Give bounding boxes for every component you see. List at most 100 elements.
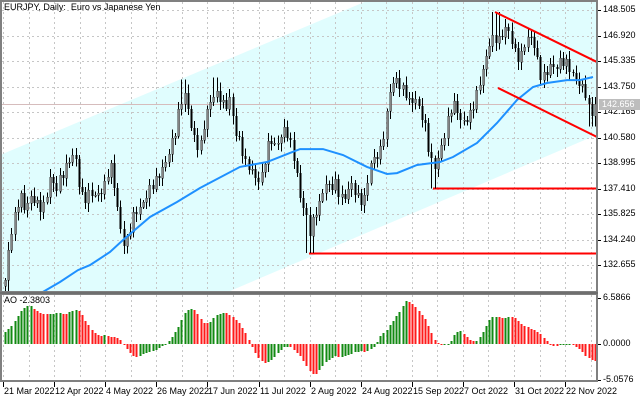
ao-bar-up	[453, 335, 456, 344]
candle-bear	[344, 194, 347, 199]
candle-bear	[507, 27, 510, 31]
candle-bull	[475, 89, 478, 110]
candle-bear	[84, 192, 87, 203]
price-axis-label: 142.165	[603, 106, 636, 116]
candle-bull	[251, 168, 254, 171]
candle-bear	[232, 97, 235, 116]
ao-bar-down	[572, 344, 575, 345]
ao-bar-up	[52, 314, 55, 344]
candle-bull	[273, 142, 276, 145]
candle-bear	[235, 116, 238, 136]
candle-bull	[402, 84, 405, 90]
ao-bar-down	[472, 341, 475, 344]
ao-bar-up	[379, 336, 382, 344]
ao-bar-down	[418, 311, 421, 344]
moving-average-line[interactable]	[42, 76, 594, 292]
ao-bar-up	[280, 344, 283, 350]
ao-indicator-panel[interactable]	[3, 295, 597, 381]
candle-bull	[110, 162, 113, 178]
candle-bull	[334, 178, 337, 191]
ao-bar-down	[501, 318, 504, 344]
candle-bull	[389, 91, 392, 112]
ao-bar-up	[184, 313, 187, 344]
candle-bull	[36, 199, 39, 204]
ao-bar-up	[139, 344, 142, 356]
ao-bar-down	[232, 317, 235, 344]
ao-bar-up	[209, 322, 212, 344]
ao-bar-up	[443, 344, 446, 345]
candle-bull	[469, 109, 472, 123]
ao-bar-down	[254, 344, 257, 353]
time-axis-label: 15 Sep 2022	[413, 386, 465, 396]
time-axis-label: 22 Nov 2022	[566, 386, 618, 396]
ao-bar-down	[91, 330, 94, 344]
candle-bear	[190, 109, 193, 128]
candle-bull	[520, 50, 523, 63]
ao-bar-down	[337, 344, 340, 357]
candle-bear	[302, 198, 305, 208]
candle-bull	[222, 99, 225, 103]
candle-bear	[556, 67, 559, 69]
candle-bear	[78, 159, 81, 187]
regression-channel[interactable]	[0, 0, 597, 389]
candle-bull	[437, 157, 440, 170]
candle-bear	[376, 157, 379, 159]
ao-bar-up	[155, 344, 158, 350]
ao-bar-up	[559, 344, 562, 345]
candle-bear	[219, 91, 222, 102]
candle-bull	[341, 193, 344, 198]
ao-bar-down	[424, 319, 427, 344]
panel-separator[interactable]	[0, 292, 598, 294]
ao-bar-up	[456, 332, 459, 344]
price-axis-label: 143.750	[603, 81, 636, 91]
price-chart-panel[interactable]	[0, 0, 597, 389]
candle-bear	[328, 184, 331, 185]
candle-bull	[65, 162, 68, 179]
ao-bar-up	[4, 332, 7, 344]
candle-bull	[68, 161, 71, 164]
candle-bull	[20, 192, 23, 208]
ao-bar-up	[562, 344, 565, 345]
candle-bear	[536, 48, 539, 57]
candle-bull	[366, 182, 369, 196]
ao-bar-down	[113, 337, 116, 344]
candle-bull	[180, 103, 183, 110]
candle-bear	[562, 58, 565, 66]
ao-bar-down	[411, 304, 414, 344]
candle-bear	[584, 84, 587, 98]
ao-bar-down	[129, 344, 132, 353]
candle-bull	[315, 214, 318, 218]
falling-channel-lower-trendline[interactable]	[497, 87, 597, 138]
ao-bar-up	[68, 312, 71, 344]
candle-bear	[331, 184, 334, 190]
candle-bear	[466, 120, 469, 122]
candle-bull	[206, 108, 209, 130]
ao-bar-down	[123, 344, 126, 345]
candle-bull	[504, 26, 507, 38]
ao-bar-up	[23, 308, 26, 344]
price-axis-label: 132.655	[603, 259, 636, 269]
candle-bull	[161, 166, 164, 179]
candle-bull	[184, 92, 187, 105]
candle-bull	[155, 175, 158, 190]
ao-bar-up	[71, 311, 74, 344]
candle-bull	[139, 206, 142, 215]
ao-bar-up	[180, 320, 183, 344]
ao-bar-up	[392, 321, 395, 344]
ao-bar-up	[482, 332, 485, 344]
ao-bar-down	[575, 344, 578, 347]
ao-bar-down	[62, 314, 65, 344]
ao-bar-down	[225, 313, 228, 344]
ao-bar-down	[107, 336, 110, 344]
ao-bar-down	[299, 344, 302, 356]
candle-bear	[196, 135, 199, 150]
ao-bar-down	[110, 337, 113, 344]
ao-bar-down	[536, 332, 539, 344]
ao-bar-up	[148, 344, 151, 352]
candle-bull	[200, 139, 203, 151]
ao-bar-up	[565, 344, 568, 345]
candle-bull	[267, 140, 270, 165]
falling-channel-upper-trendline[interactable]	[494, 11, 597, 63]
